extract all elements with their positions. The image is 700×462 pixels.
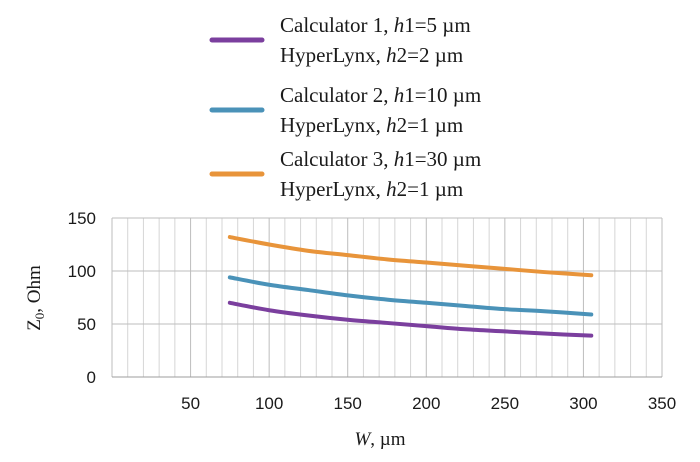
legend-label-line2-1: HyperLynx, h2=2 µm: [280, 43, 463, 67]
series-lines: [227, 235, 594, 338]
x-tick-label: 150: [334, 394, 362, 413]
legend-label-line1-1: Calculator 1, h1=5 µm: [280, 13, 471, 37]
x-tick-label: 350: [648, 394, 676, 413]
x-tick-label: 50: [181, 394, 200, 413]
legend-label-line2-3: HyperLynx, h2=1 µm: [280, 177, 463, 201]
legend-label-line1-2: Calculator 2, h1=10 µm: [280, 83, 481, 107]
y-tick-label: 0: [87, 368, 96, 387]
legend: Calculator 1, h1=5 µm HyperLynx, h2=2 µm C…: [209, 13, 481, 201]
x-tick-label: 300: [569, 394, 597, 413]
x-axis-ticks: 50 100 150 200 250 300 350: [181, 394, 676, 413]
plot-grid: [111, 217, 663, 378]
series-line-1: [227, 300, 594, 338]
y-tick-label: 50: [77, 315, 96, 334]
y-axis-title: Z0, Ohm: [24, 265, 47, 331]
legend-label-line1-3: Calculator 3, h1=30 µm: [280, 147, 481, 171]
series-line-3: [227, 235, 594, 278]
y-axis-ticks: 0 50 100 150: [68, 209, 96, 387]
x-tick-label: 200: [412, 394, 440, 413]
series-line-2: [227, 275, 594, 317]
y-tick-label: 100: [68, 262, 96, 281]
x-tick-label: 250: [491, 394, 519, 413]
x-tick-label: 100: [255, 394, 283, 413]
y-tick-label: 150: [68, 209, 96, 228]
legend-label-line2-2: HyperLynx, h2=1 µm: [280, 113, 463, 137]
x-axis-title: W, µm: [354, 429, 405, 450]
